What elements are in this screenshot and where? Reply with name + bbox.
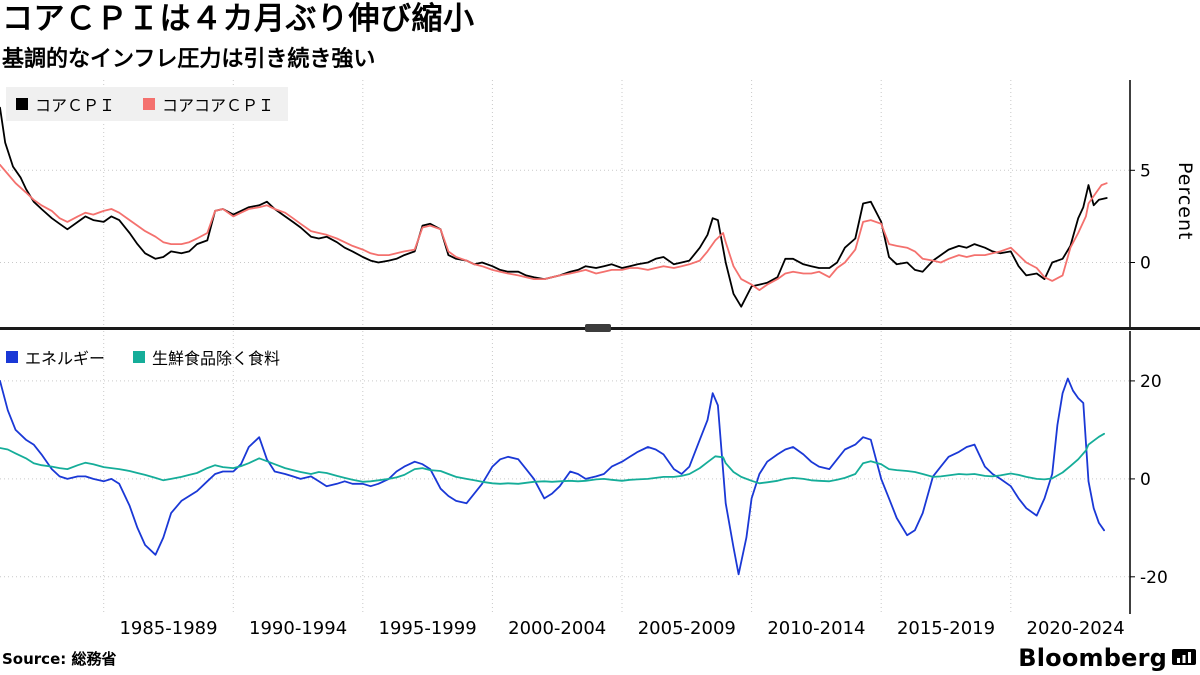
y-tick-label: 5	[1140, 161, 1151, 181]
panel-divider	[0, 324, 1200, 332]
series-line-1	[0, 432, 1105, 485]
legend-label-energy: エネルギー	[25, 349, 106, 368]
x-axis-label: 1995-1999	[378, 618, 477, 639]
legend-item-energy: エネルギー	[6, 345, 105, 369]
legend-bottom: エネルギー 生鮮食品除く食料	[6, 341, 280, 373]
core-core-cpi-swatch-icon	[143, 98, 156, 110]
x-axis-labels: 1985-1989 1990-1994 1995-1999 2000-2004 2005…	[0, 618, 1130, 646]
legend-label-core-cpi: コアＣＰＩ	[35, 96, 116, 115]
x-axis-label: 2010-2014	[767, 618, 866, 639]
x-axis-label: 2020-2024	[1026, 618, 1125, 639]
core-cpi-swatch-icon	[16, 98, 28, 110]
bloomberg-wordmark: Bloomberg	[1018, 644, 1167, 672]
chart-title: コアＣＰＩは４カ月ぶり伸び縮小	[2, 1, 475, 37]
legend-label-food-ex-fresh: 生鮮食品除く食料	[152, 349, 281, 368]
energy-swatch-icon	[6, 351, 18, 363]
bottom-chart-panel: 20 0 -20	[0, 331, 1168, 614]
bloomberg-chart-icon	[1172, 649, 1196, 665]
source-value: 総務省	[71, 649, 117, 668]
legend-label-core-core-cpi: コアコアＣＰＩ	[162, 96, 275, 115]
series-line-1	[0, 163, 1108, 291]
chart-header: コアＣＰＩは４カ月ぶり伸び縮小 基調的なインフレ圧力は引き続き強い	[2, 1, 475, 73]
bloomberg-logo: Bloomberg	[1018, 644, 1196, 672]
y-tick-label: 0	[1140, 254, 1151, 274]
chart-footer: Source: 総務省 Bloomberg	[0, 644, 1200, 675]
x-axis-label: 2005-2009	[637, 618, 736, 639]
source-note: Source: 総務省	[2, 648, 117, 669]
x-axis-label: 2015-2019	[896, 618, 996, 639]
legend-item-core-cpi: コアＣＰＩ	[16, 92, 115, 116]
y-tick-label: -20	[1140, 568, 1168, 588]
chart-subtitle: 基調的なインフレ圧力は引き続き強い	[2, 46, 376, 72]
top-chart-panel: 50	[0, 80, 1151, 327]
y-tick-label: 0	[1140, 470, 1151, 490]
legend-item-food-ex-fresh: 生鮮食品除く食料	[133, 345, 280, 369]
food-ex-fresh-swatch-icon	[133, 351, 146, 363]
x-axis-label: 2000-2004	[508, 618, 607, 639]
legend-top: コアＣＰＩ コアコアＣＰＩ	[6, 87, 289, 121]
source-label: Source:	[2, 649, 67, 668]
x-axis-label: 1985-1989	[119, 618, 218, 639]
x-axis-label: 1990-1994	[249, 618, 348, 639]
y-axis-title: Percent	[1174, 162, 1196, 241]
panel-resize-handle[interactable]	[585, 324, 611, 332]
legend-item-core-core-cpi: コアコアＣＰＩ	[143, 92, 274, 116]
y-tick-label: 20	[1140, 372, 1162, 392]
series-line-0	[0, 377, 1105, 576]
